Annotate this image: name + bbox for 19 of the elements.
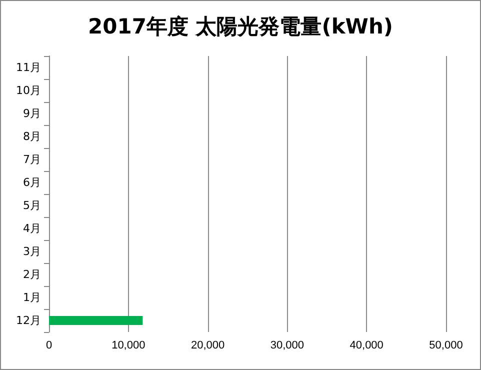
y-tick-label: 7月 [23,153,41,166]
y-tick-label: 3月 [23,245,41,258]
y-tick-label: 5月 [23,199,41,212]
x-tick-label: 0 [46,340,52,352]
x-tick-label: 20,000 [190,340,225,352]
x-tick-label: 30,000 [270,340,304,352]
y-tick-label: 6月 [23,176,41,189]
y-tick-label: 1月 [23,291,41,304]
x-tick-label: 40,000 [350,340,384,352]
y-tick-label: 4月 [23,222,41,235]
y-tick-label: 8月 [23,130,41,143]
y-tick-label: 2月 [23,268,41,281]
y-tick-label: 12月 [16,314,41,327]
y-tick-label: 10月 [16,84,41,97]
y-tick-label: 11月 [16,61,41,74]
y-tick-label: 9月 [23,107,41,120]
x-tick-label: 50,000 [429,340,463,352]
chart-title: 2017年度 太陽光発電量(kWh) [88,14,394,38]
x-tick-label: 10,000 [112,340,146,352]
